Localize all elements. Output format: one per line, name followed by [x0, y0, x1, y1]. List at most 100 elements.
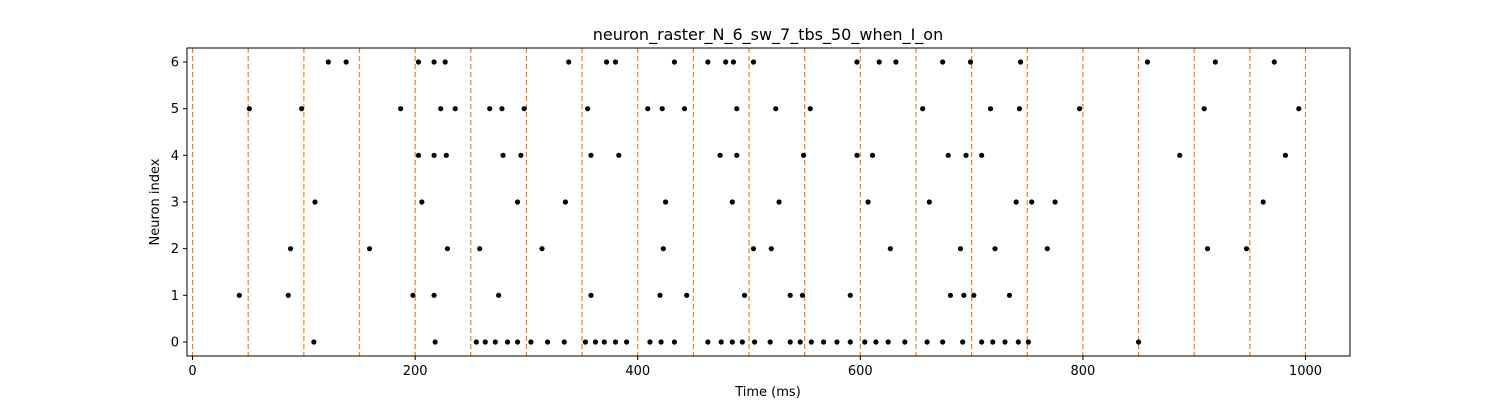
spike-point	[561, 339, 567, 345]
spike-point	[1076, 106, 1083, 112]
spike-point	[992, 246, 998, 252]
spike-point	[773, 106, 779, 112]
spike-point	[431, 292, 437, 298]
spike-point	[521, 106, 527, 112]
spike-point	[477, 246, 483, 252]
spike-point	[684, 292, 690, 298]
spike-point	[734, 106, 740, 112]
spike-point	[961, 292, 967, 298]
spike-point	[1296, 106, 1302, 112]
spike-point	[1204, 246, 1211, 252]
spike-point	[717, 152, 723, 158]
spike-point	[504, 339, 511, 345]
spike-point	[807, 106, 813, 112]
spike-point	[800, 152, 807, 158]
spike-point	[1029, 199, 1035, 205]
spike-point	[585, 106, 591, 112]
spike-point	[415, 152, 422, 158]
spike-point	[893, 59, 899, 65]
spike-point	[751, 339, 758, 345]
spike-point	[500, 152, 506, 158]
spike-point	[452, 106, 458, 112]
spike-point	[887, 246, 893, 252]
spike-point	[312, 199, 318, 205]
spike-point	[885, 339, 891, 345]
spike-point	[957, 246, 964, 252]
spike-point	[979, 152, 985, 158]
spike-point	[415, 59, 422, 65]
spike-point	[528, 339, 534, 345]
spike-point	[947, 292, 954, 298]
spike-point	[734, 152, 740, 158]
spike-point	[419, 199, 425, 205]
spike-point	[236, 292, 242, 298]
spike-point	[1177, 152, 1183, 158]
spike-point	[246, 106, 252, 112]
spike-point	[287, 246, 294, 252]
spike-point	[616, 152, 622, 158]
y-tick-label: 0	[171, 336, 179, 351]
spike-point	[924, 339, 930, 345]
spike-point	[492, 339, 498, 345]
chart-title: neuron_raster_N_6_sw_7_tbs_50_when_I_on	[593, 25, 943, 45]
x-axis-label: Time (ms)	[734, 385, 801, 400]
spike-point	[967, 59, 974, 65]
spike-point	[487, 106, 493, 112]
spike-point	[601, 339, 607, 345]
spike-point	[979, 339, 985, 345]
spike-point	[431, 59, 437, 65]
spike-point	[787, 292, 793, 298]
spike-point	[1002, 339, 1008, 345]
spike-point	[603, 59, 610, 65]
spike-point	[438, 106, 444, 112]
spike-point	[865, 199, 871, 205]
spike-point	[705, 339, 711, 345]
spike-point	[960, 339, 966, 345]
spike-point	[739, 339, 745, 345]
spike-point	[1201, 106, 1207, 112]
spike-point	[325, 59, 331, 65]
spike-point	[444, 246, 451, 252]
spike-point	[730, 59, 737, 65]
spike-point	[432, 339, 438, 345]
spike-point	[718, 339, 724, 345]
spike-point	[854, 152, 860, 158]
y-tick-label: 6	[171, 56, 179, 71]
spike-point	[987, 106, 994, 112]
spike-point	[1025, 339, 1031, 345]
spike-point	[797, 339, 803, 345]
spike-point	[612, 59, 619, 65]
spike-point	[624, 339, 630, 345]
y-axis-label: Neuron index	[148, 158, 163, 245]
spike-point	[1044, 246, 1050, 252]
spike-point	[514, 199, 521, 205]
spike-point	[799, 292, 806, 298]
spike-point	[768, 246, 774, 252]
spike-point	[729, 199, 735, 205]
spike-point	[971, 292, 977, 298]
spike-point	[647, 339, 653, 345]
spike-point	[1282, 152, 1289, 158]
spike-point	[873, 339, 879, 345]
x-tick-label: 0	[188, 364, 196, 379]
x-axis-ticks: 0 200 400 600 800 1000	[188, 356, 1322, 379]
spike-point	[847, 292, 853, 298]
plot-frame	[186, 47, 1351, 357]
spike-point	[658, 339, 664, 345]
spike-point	[862, 339, 868, 345]
spike-point	[1260, 199, 1266, 205]
spike-points	[236, 59, 1302, 345]
y-tick-label: 3	[171, 196, 179, 211]
spike-point	[963, 152, 969, 158]
spike-point	[499, 106, 505, 112]
spike-point	[920, 106, 926, 112]
spike-point	[514, 339, 521, 345]
spike-point	[926, 199, 932, 205]
spike-point	[1016, 106, 1023, 112]
spike-point	[902, 339, 908, 345]
spike-point	[671, 59, 678, 65]
spike-point	[723, 59, 729, 65]
spike-point	[869, 152, 876, 158]
spike-point	[659, 106, 665, 112]
